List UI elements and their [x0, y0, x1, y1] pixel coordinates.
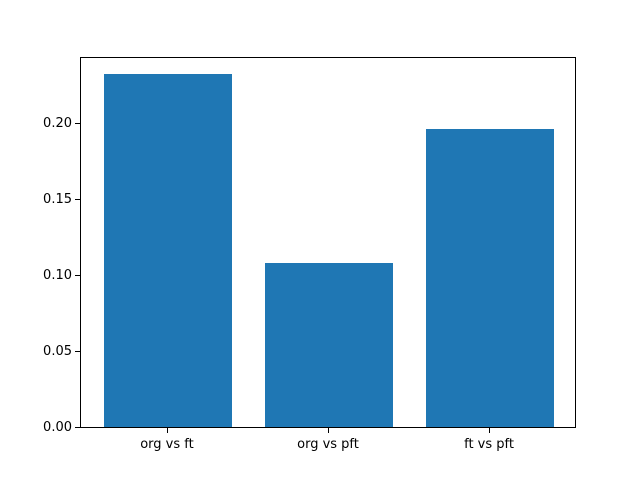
plot-area	[80, 57, 576, 428]
y-tick-label: 0.20	[43, 115, 72, 131]
y-tick-label: 0.00	[43, 420, 72, 435]
bar-org-vs-pft	[264, 262, 394, 427]
x-tick-label: org vs pft	[297, 437, 359, 452]
y-tick-mark	[75, 427, 80, 428]
y-tick-label: 0.10	[43, 267, 72, 283]
x-tick-label: ft vs pft	[464, 437, 514, 452]
y-tick-label: 0.15	[43, 191, 72, 207]
y-tick-mark	[75, 350, 80, 352]
y-tick-mark	[75, 274, 80, 276]
y-tick-mark	[75, 198, 80, 200]
bar-ft-vs-pft	[425, 128, 555, 427]
x-tick-mark	[166, 428, 168, 433]
y-tick-label: 0.05	[43, 343, 72, 359]
x-tick-mark	[489, 428, 491, 433]
y-tick-mark	[75, 122, 80, 124]
bar-org-vs-ft	[103, 73, 233, 427]
x-tick-mark	[328, 428, 329, 433]
x-tick-label: org vs ft	[140, 437, 194, 452]
